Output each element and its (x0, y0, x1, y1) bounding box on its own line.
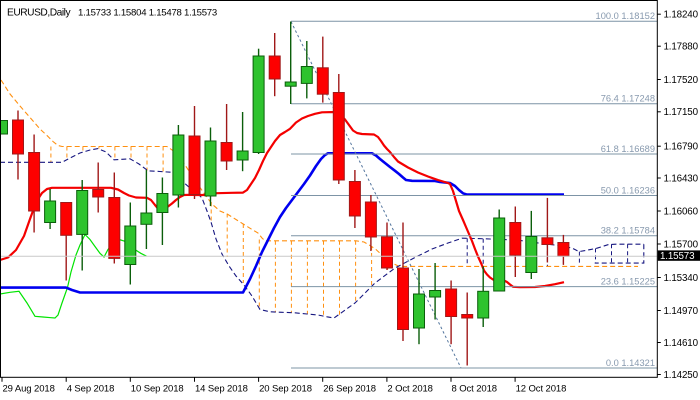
svg-text:1.14250: 1.14250 (664, 370, 699, 381)
svg-text:1.17520: 1.17520 (664, 75, 699, 86)
svg-text:EURUSD,Daily: EURUSD,Daily (7, 7, 71, 18)
svg-text:1.14610: 1.14610 (664, 338, 699, 349)
svg-text:1.17880: 1.17880 (664, 42, 699, 53)
svg-text:1.18240: 1.18240 (664, 10, 699, 21)
svg-text:1.15733 1.15804 1.15478 1.1557: 1.15733 1.15804 1.15478 1.15573 (78, 7, 217, 18)
svg-text:76.4 1.17248: 76.4 1.17248 (601, 94, 655, 104)
svg-text:14 Sep 2018: 14 Sep 2018 (195, 384, 248, 395)
svg-text:0.0 1.14321: 0.0 1.14321 (606, 358, 655, 368)
svg-text:26 Sep 2018: 26 Sep 2018 (323, 384, 376, 395)
svg-text:1.15573: 1.15573 (660, 251, 695, 262)
svg-text:61.8 1.16689: 61.8 1.16689 (601, 144, 655, 154)
svg-text:50.0 1.16236: 50.0 1.16236 (601, 185, 655, 195)
svg-text:1.15700: 1.15700 (664, 239, 699, 250)
svg-text:100.0 1.18152: 100.0 1.18152 (596, 11, 655, 21)
svg-text:29 Aug 2018: 29 Aug 2018 (3, 384, 55, 395)
svg-text:1.16060: 1.16060 (664, 206, 699, 217)
svg-text:8 Oct 2018: 8 Oct 2018 (452, 384, 497, 395)
svg-text:1.17150: 1.17150 (664, 107, 699, 118)
svg-text:2 Oct 2018: 2 Oct 2018 (387, 384, 432, 395)
svg-text:1.16430: 1.16430 (664, 173, 699, 184)
svg-text:10 Sep 2018: 10 Sep 2018 (131, 384, 184, 395)
svg-text:1.14970: 1.14970 (664, 306, 699, 317)
svg-text:20 Sep 2018: 20 Sep 2018 (259, 384, 312, 395)
svg-text:23.6 1.15225: 23.6 1.15225 (601, 276, 655, 286)
svg-text:1.16790: 1.16790 (664, 142, 699, 153)
svg-text:12 Oct 2018: 12 Oct 2018 (516, 384, 567, 395)
svg-text:38.2 1.15784: 38.2 1.15784 (601, 226, 655, 236)
svg-text:1.15340: 1.15340 (664, 273, 699, 284)
svg-text:4 Sep 2018: 4 Sep 2018 (67, 384, 115, 395)
